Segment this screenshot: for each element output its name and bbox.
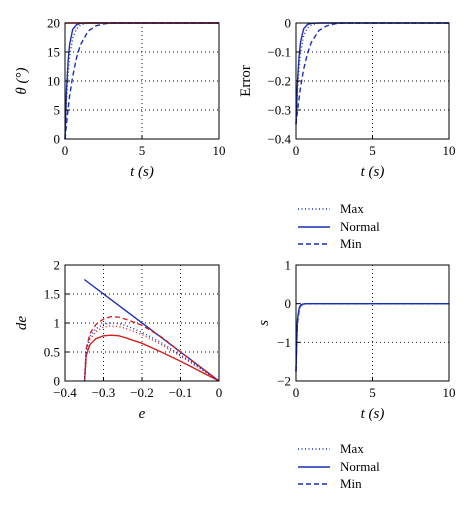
theta-ytick-label: 0 bbox=[54, 132, 61, 147]
legend-bottom: Max Normal Min bbox=[298, 441, 380, 491]
phase-xtick-label: 0 bbox=[216, 385, 223, 400]
panel-error: 0 5 10 0 −0.1 −0.2 −0.3 −0.4 t (s) Error bbox=[238, 16, 456, 181]
s-series-min bbox=[295, 303, 449, 372]
theta-xlabel: t (s) bbox=[130, 164, 154, 180]
panel-theta: 0 5 10 0 5 10 15 20 t (s) θ (°) bbox=[14, 16, 226, 181]
phase-ytick-label: 0.5 bbox=[44, 345, 60, 360]
theta-ytick-label: 15 bbox=[47, 45, 60, 60]
phase-series-normal-sliding-line- bbox=[83, 278, 220, 382]
panel-phase: −0.4 −0.3 −0.2 −0.1 0 0 0.5 1 1.5 2 e de bbox=[14, 258, 222, 423]
phase-ytick-label: 0 bbox=[54, 374, 61, 389]
legend-top: Max Normal Min bbox=[298, 201, 380, 251]
error-series-min bbox=[295, 22, 449, 125]
error-ylabel: Error bbox=[238, 65, 254, 97]
error-ytick-label: −0.3 bbox=[267, 103, 291, 118]
error-ytick-label: −0.1 bbox=[267, 45, 291, 60]
s-xtick-label: 0 bbox=[293, 385, 300, 400]
phase-ytick-label: 1.5 bbox=[44, 287, 60, 302]
theta-xtick-label: 5 bbox=[139, 143, 146, 158]
legend-top-label-normal: Normal bbox=[340, 219, 380, 234]
phase-xtick-label: −0.1 bbox=[169, 385, 193, 400]
theta-xtick-label: 10 bbox=[213, 143, 226, 158]
phase-ylabel: de bbox=[14, 316, 30, 331]
error-series-normal bbox=[295, 22, 449, 125]
phase-series-min bbox=[83, 315, 220, 382]
s-ytick-label: −2 bbox=[277, 374, 291, 389]
theta-xtick-label: 0 bbox=[62, 143, 69, 158]
phase-ytick-label: 2 bbox=[54, 258, 61, 273]
theta-ytick-label: 20 bbox=[47, 16, 60, 31]
s-xtick-label: 10 bbox=[443, 385, 456, 400]
error-xtick-label: 0 bbox=[293, 143, 300, 158]
phase-series-max bbox=[83, 325, 220, 382]
s-ytick-label: 1 bbox=[285, 258, 292, 273]
error-ytick-label: −0.4 bbox=[267, 132, 291, 147]
error-xlabel: t (s) bbox=[361, 164, 385, 180]
s-xtick-label: 5 bbox=[369, 385, 376, 400]
s-axes-frame bbox=[295, 264, 450, 382]
phase-series-normal bbox=[83, 334, 220, 382]
s-ylabel: s bbox=[256, 320, 272, 326]
legend-bottom-label-min: Min bbox=[340, 476, 362, 491]
s-ytick-label: 0 bbox=[285, 296, 292, 311]
theta-ytick-label: 10 bbox=[47, 74, 60, 89]
error-xtick-label: 10 bbox=[443, 143, 456, 158]
legend-top-label-min: Min bbox=[340, 236, 362, 251]
s-ytick-label: −1 bbox=[277, 335, 291, 350]
error-ytick-label: −0.2 bbox=[267, 74, 291, 89]
phase-xtick-label: −0.3 bbox=[92, 385, 116, 400]
s-xlabel: t (s) bbox=[361, 406, 385, 422]
legend-top-label-max: Max bbox=[340, 201, 364, 216]
legend-bottom-label-max: Max bbox=[340, 441, 364, 456]
theta-ylabel: θ (°) bbox=[14, 67, 30, 94]
error-series-max bbox=[295, 22, 449, 125]
error-ytick-label: 0 bbox=[285, 16, 292, 31]
phase-xlabel: e bbox=[139, 406, 146, 422]
phase-xtick-label: −0.2 bbox=[130, 385, 154, 400]
theta-ytick-label: 5 bbox=[54, 103, 61, 118]
legend-bottom-label-normal: Normal bbox=[340, 459, 380, 474]
error-xtick-label: 5 bbox=[369, 143, 376, 158]
phase-xtick-label: −0.4 bbox=[53, 385, 77, 400]
phase-ytick-label: 1 bbox=[54, 316, 61, 331]
